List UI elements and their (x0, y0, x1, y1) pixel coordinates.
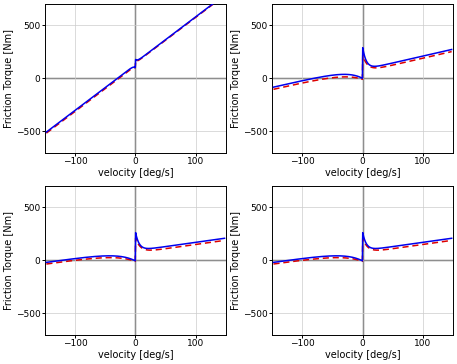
Y-axis label: Friction Torque [Nm]: Friction Torque [Nm] (231, 29, 241, 128)
X-axis label: velocity [deg/s]: velocity [deg/s] (325, 168, 400, 178)
Y-axis label: Friction Torque [Nm]: Friction Torque [Nm] (4, 29, 14, 128)
X-axis label: velocity [deg/s]: velocity [deg/s] (325, 350, 400, 360)
X-axis label: velocity [deg/s]: velocity [deg/s] (98, 350, 173, 360)
Y-axis label: Friction Torque [Nm]: Friction Torque [Nm] (231, 211, 241, 310)
X-axis label: velocity [deg/s]: velocity [deg/s] (98, 168, 173, 178)
Y-axis label: Friction Torque [Nm]: Friction Torque [Nm] (4, 211, 14, 310)
